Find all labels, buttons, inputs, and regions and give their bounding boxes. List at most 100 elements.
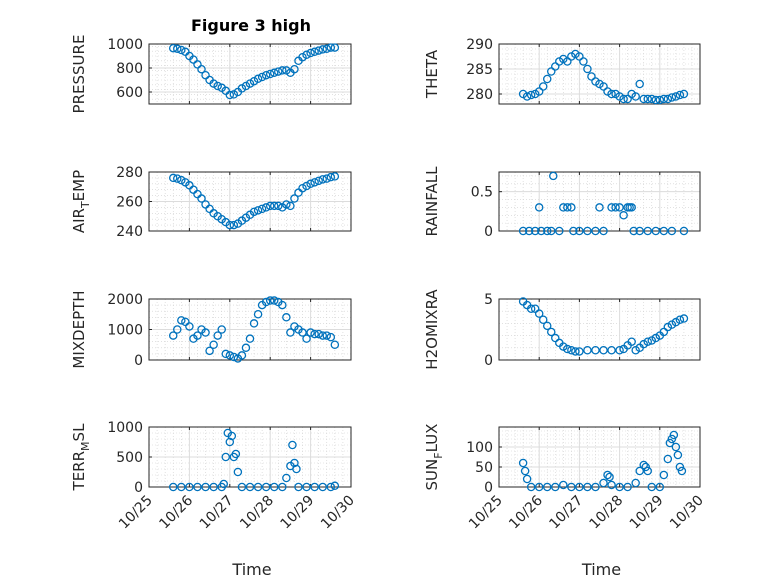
x-tick-label: 10/28 (587, 493, 627, 533)
data-point (643, 337, 652, 346)
data-point (253, 482, 263, 492)
data-point (583, 226, 592, 236)
data-point (579, 57, 588, 66)
data-point (322, 44, 332, 54)
data-point (233, 467, 243, 477)
data-point (526, 482, 536, 492)
data-point (310, 178, 319, 187)
data-point (177, 45, 186, 55)
data-point (185, 322, 194, 331)
data-point (173, 325, 182, 334)
y-tick-label: 290 (466, 37, 493, 53)
data-point (595, 203, 604, 212)
data-point (583, 64, 592, 74)
x-tick-label: 10/30 (667, 493, 707, 533)
data-point (607, 89, 616, 99)
data-point (229, 220, 239, 230)
data-point (524, 226, 534, 236)
data-point (567, 345, 576, 355)
data-point (274, 201, 283, 211)
data-point (249, 207, 259, 217)
y-tick-label: 0 (484, 353, 493, 369)
data-point (551, 62, 560, 71)
data-point (168, 43, 178, 53)
data-point (659, 94, 669, 104)
data-point (575, 52, 584, 61)
data-point (278, 482, 287, 492)
data-point (522, 92, 532, 101)
data-point (290, 194, 299, 203)
data-point (197, 194, 206, 203)
data-point (193, 482, 202, 492)
data-point (635, 79, 644, 89)
data-point (631, 478, 640, 488)
data-point (551, 482, 560, 492)
data-point (286, 201, 295, 211)
data-point (542, 321, 552, 331)
data-point (306, 328, 315, 337)
data-point (599, 82, 608, 91)
data-point (213, 331, 222, 340)
data-point (651, 95, 661, 105)
data-point (314, 46, 323, 55)
data-point (530, 226, 540, 236)
data-point (667, 434, 677, 444)
data-point (629, 226, 638, 236)
data-point (245, 482, 255, 492)
data-point (265, 201, 275, 211)
data-point (607, 203, 616, 212)
y-axis-label: AIRTEMP (70, 170, 92, 233)
x-tick-label: 10/27 (197, 493, 237, 533)
data-point (225, 90, 235, 100)
data-point (177, 316, 186, 325)
data-point (318, 175, 327, 184)
data-point (615, 482, 624, 492)
y-axis-label: TERRMSL (70, 423, 92, 492)
data-point (635, 466, 644, 476)
data-point (603, 470, 612, 480)
y-tick-label: 600 (116, 85, 143, 101)
data-point (177, 482, 186, 492)
data-point (318, 45, 327, 54)
series-markers (518, 430, 687, 492)
data-point (253, 309, 263, 319)
data-point (261, 297, 271, 307)
data-point (555, 226, 564, 236)
data-point (542, 226, 552, 236)
data-point (318, 482, 327, 492)
data-point (257, 72, 267, 82)
data-point (667, 226, 677, 236)
data-point (302, 334, 311, 343)
data-point (583, 345, 592, 355)
data-point (591, 226, 600, 236)
data-point (185, 482, 194, 492)
data-point (292, 464, 301, 474)
minor-grid (499, 172, 700, 232)
series-markers (168, 172, 340, 230)
series-markers (518, 49, 689, 105)
data-point (310, 482, 319, 492)
data-point (647, 482, 657, 492)
series-markers (518, 297, 689, 356)
data-point (298, 328, 307, 337)
data-point (221, 349, 231, 359)
y-tick-label: 5 (484, 292, 493, 308)
x-tick-label: 10/29 (278, 493, 318, 533)
data-point (619, 94, 628, 104)
data-point (326, 332, 336, 342)
data-point (314, 176, 323, 186)
data-point (326, 43, 336, 52)
data-point (563, 57, 572, 66)
data-point (643, 94, 652, 104)
data-point (201, 482, 210, 492)
y-tick-label: 285 (466, 62, 493, 78)
data-point (217, 325, 226, 334)
data-point (623, 482, 632, 492)
y-axis-label: MIXDEPTH (70, 290, 88, 368)
data-point (302, 181, 311, 191)
data-point (227, 431, 237, 441)
data-point (231, 449, 241, 459)
data-point (520, 466, 530, 476)
data-point (567, 203, 576, 212)
